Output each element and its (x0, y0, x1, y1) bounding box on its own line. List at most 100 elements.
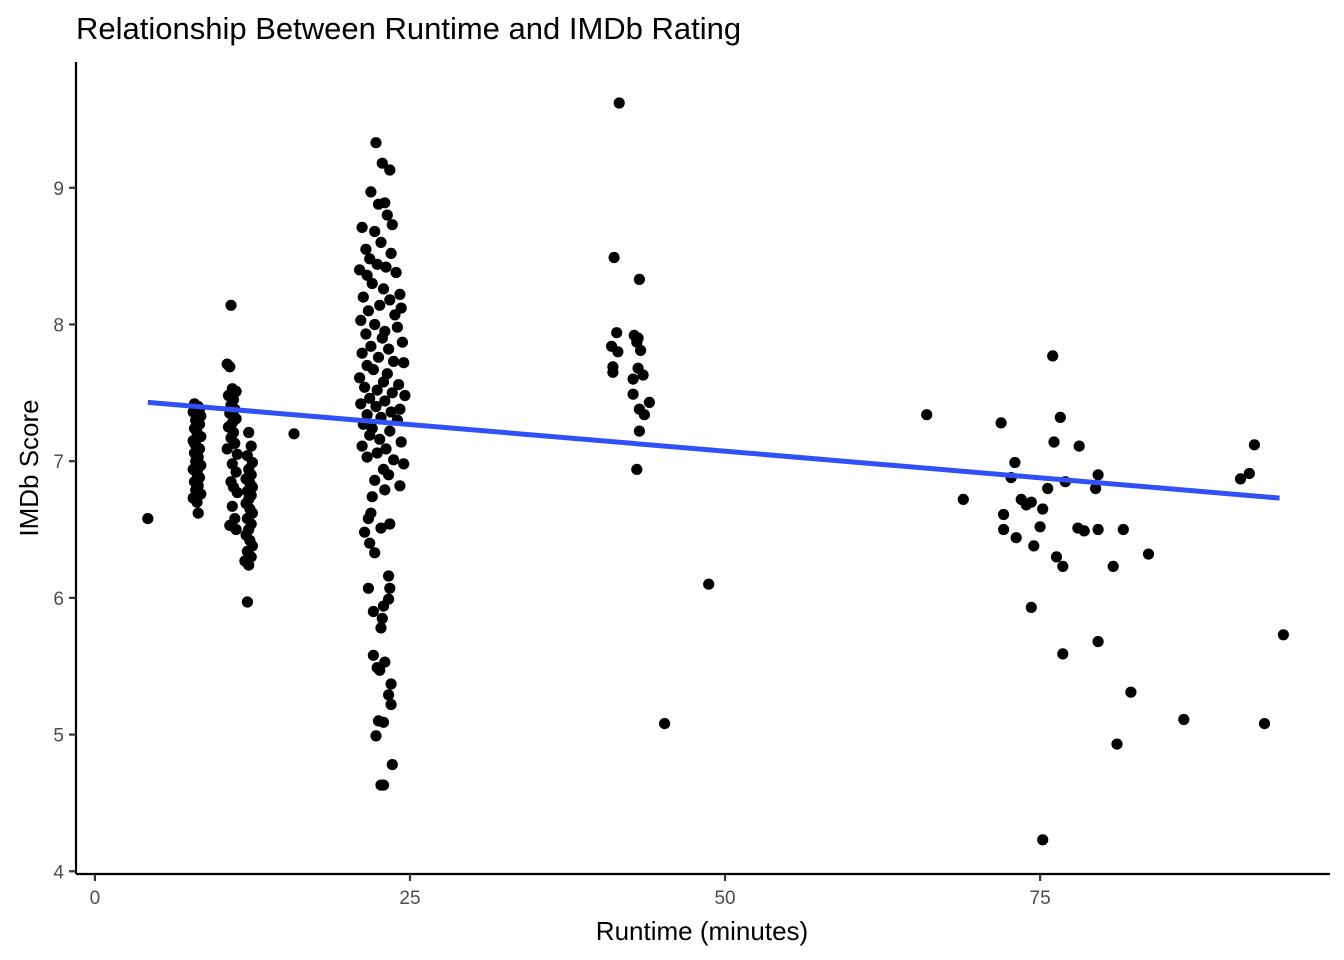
data-point (1111, 738, 1123, 750)
data-point (703, 578, 715, 590)
data-point (371, 258, 383, 270)
data-point (1028, 540, 1040, 552)
data-point (385, 406, 397, 418)
data-point (386, 387, 398, 399)
data-point (1009, 456, 1021, 469)
data-point (367, 605, 379, 618)
data-point (370, 400, 382, 413)
data-point (998, 523, 1010, 536)
data-point (1034, 521, 1046, 533)
data-point (369, 318, 381, 331)
data-point (995, 417, 1007, 429)
data-point (1010, 532, 1022, 544)
data-point (1092, 523, 1104, 536)
data-point (355, 398, 367, 410)
data-point (394, 288, 406, 300)
data-point (627, 373, 639, 385)
data-point (1054, 411, 1066, 423)
chart-title: Relationship Between Runtime and IMDb Ra… (76, 11, 741, 46)
data-point (241, 596, 253, 608)
data-point (1258, 718, 1271, 730)
y-tick-label: 8 (53, 315, 64, 336)
data-point (356, 347, 368, 359)
data-point (613, 97, 625, 109)
data-point (224, 361, 236, 373)
data-point (357, 291, 369, 303)
data-point (633, 425, 646, 437)
data-point (388, 454, 400, 466)
y-tick-label: 9 (53, 179, 64, 200)
data-point (1057, 648, 1069, 660)
data-point (383, 343, 395, 355)
data-point (1073, 440, 1085, 452)
data-point (390, 266, 402, 279)
data-point (225, 299, 237, 311)
data-point (362, 305, 374, 317)
data-point (396, 336, 408, 348)
data-point (192, 507, 204, 519)
data-point (370, 730, 382, 742)
data-point (384, 294, 396, 306)
y-axis-ticks: 4 5 6 7 8 9 (53, 179, 76, 883)
data-point (367, 649, 379, 661)
data-point (1048, 436, 1060, 448)
data-point (377, 376, 390, 388)
data-point (376, 157, 388, 169)
data-point (1107, 560, 1119, 573)
data-point (1243, 467, 1255, 480)
x-tick-label: 75 (1030, 888, 1051, 909)
data-point (1092, 636, 1104, 648)
data-point (374, 433, 386, 445)
data-point (230, 523, 242, 536)
plot-area (142, 97, 1289, 846)
data-point (231, 448, 243, 460)
data-point (356, 440, 368, 452)
data-point (374, 664, 386, 676)
data-point (643, 396, 656, 408)
data-point (364, 537, 376, 549)
data-point (188, 437, 201, 449)
data-point (1047, 350, 1059, 362)
data-point (377, 716, 390, 728)
data-point (1078, 525, 1090, 537)
data-point (355, 314, 367, 326)
data-point (631, 463, 643, 475)
data-point (361, 269, 373, 281)
data-point (399, 389, 411, 402)
data-point (231, 487, 243, 499)
data-point (1025, 496, 1037, 508)
data-point (395, 436, 407, 448)
data-point (364, 392, 376, 404)
data-point (659, 718, 671, 730)
data-point (359, 381, 371, 393)
trend-line (147, 399, 1280, 501)
data-point (362, 582, 374, 594)
data-point (364, 429, 376, 441)
data-point (365, 186, 377, 198)
data-point (385, 247, 397, 259)
data-point (388, 355, 400, 367)
data-point (226, 500, 238, 512)
data-point (1125, 686, 1137, 698)
data-point (377, 779, 390, 791)
data-point (398, 357, 410, 369)
data-point (288, 428, 300, 440)
data-point (612, 346, 624, 358)
data-point (384, 425, 396, 437)
data-point (359, 526, 371, 538)
data-point (377, 283, 390, 295)
data-point (1248, 439, 1260, 451)
data-point (375, 622, 387, 634)
data-point (394, 480, 406, 492)
x-tick-label: 50 (714, 888, 735, 909)
data-point (384, 518, 396, 530)
data-point (998, 508, 1010, 521)
data-point (361, 451, 373, 463)
data-point (391, 321, 403, 333)
data-point (386, 759, 398, 771)
data-point (635, 344, 647, 356)
data-point (385, 678, 397, 690)
data-point (377, 600, 390, 612)
data-point (380, 261, 392, 273)
